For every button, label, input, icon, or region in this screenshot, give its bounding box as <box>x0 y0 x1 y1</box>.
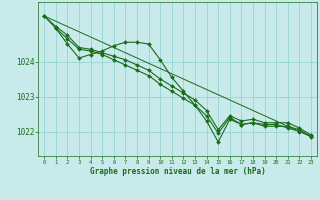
X-axis label: Graphe pression niveau de la mer (hPa): Graphe pression niveau de la mer (hPa) <box>90 167 266 176</box>
